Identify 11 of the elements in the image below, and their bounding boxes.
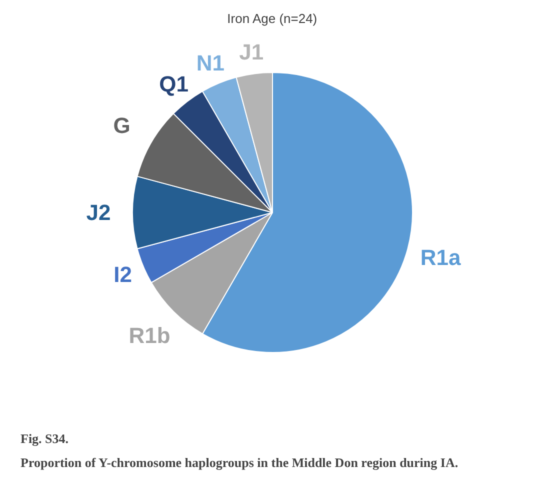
slice-label: J2 [86, 200, 111, 226]
caption: Fig. S34. [20, 431, 69, 446]
slice-label: J1 [239, 39, 264, 64]
slice-label: R1a [420, 245, 462, 270]
slice-label: Q1 [159, 72, 188, 97]
slice-label: R1b [128, 323, 170, 348]
slice-label: I2 [114, 262, 132, 288]
slice-label: G [113, 113, 130, 138]
slice-label: N1 [196, 50, 225, 76]
chart-title: Iron Age (n=24) [227, 11, 318, 26]
text: Proportion of Y-chromosome haplogroups in the Middle Don region during IA. [20, 455, 458, 470]
